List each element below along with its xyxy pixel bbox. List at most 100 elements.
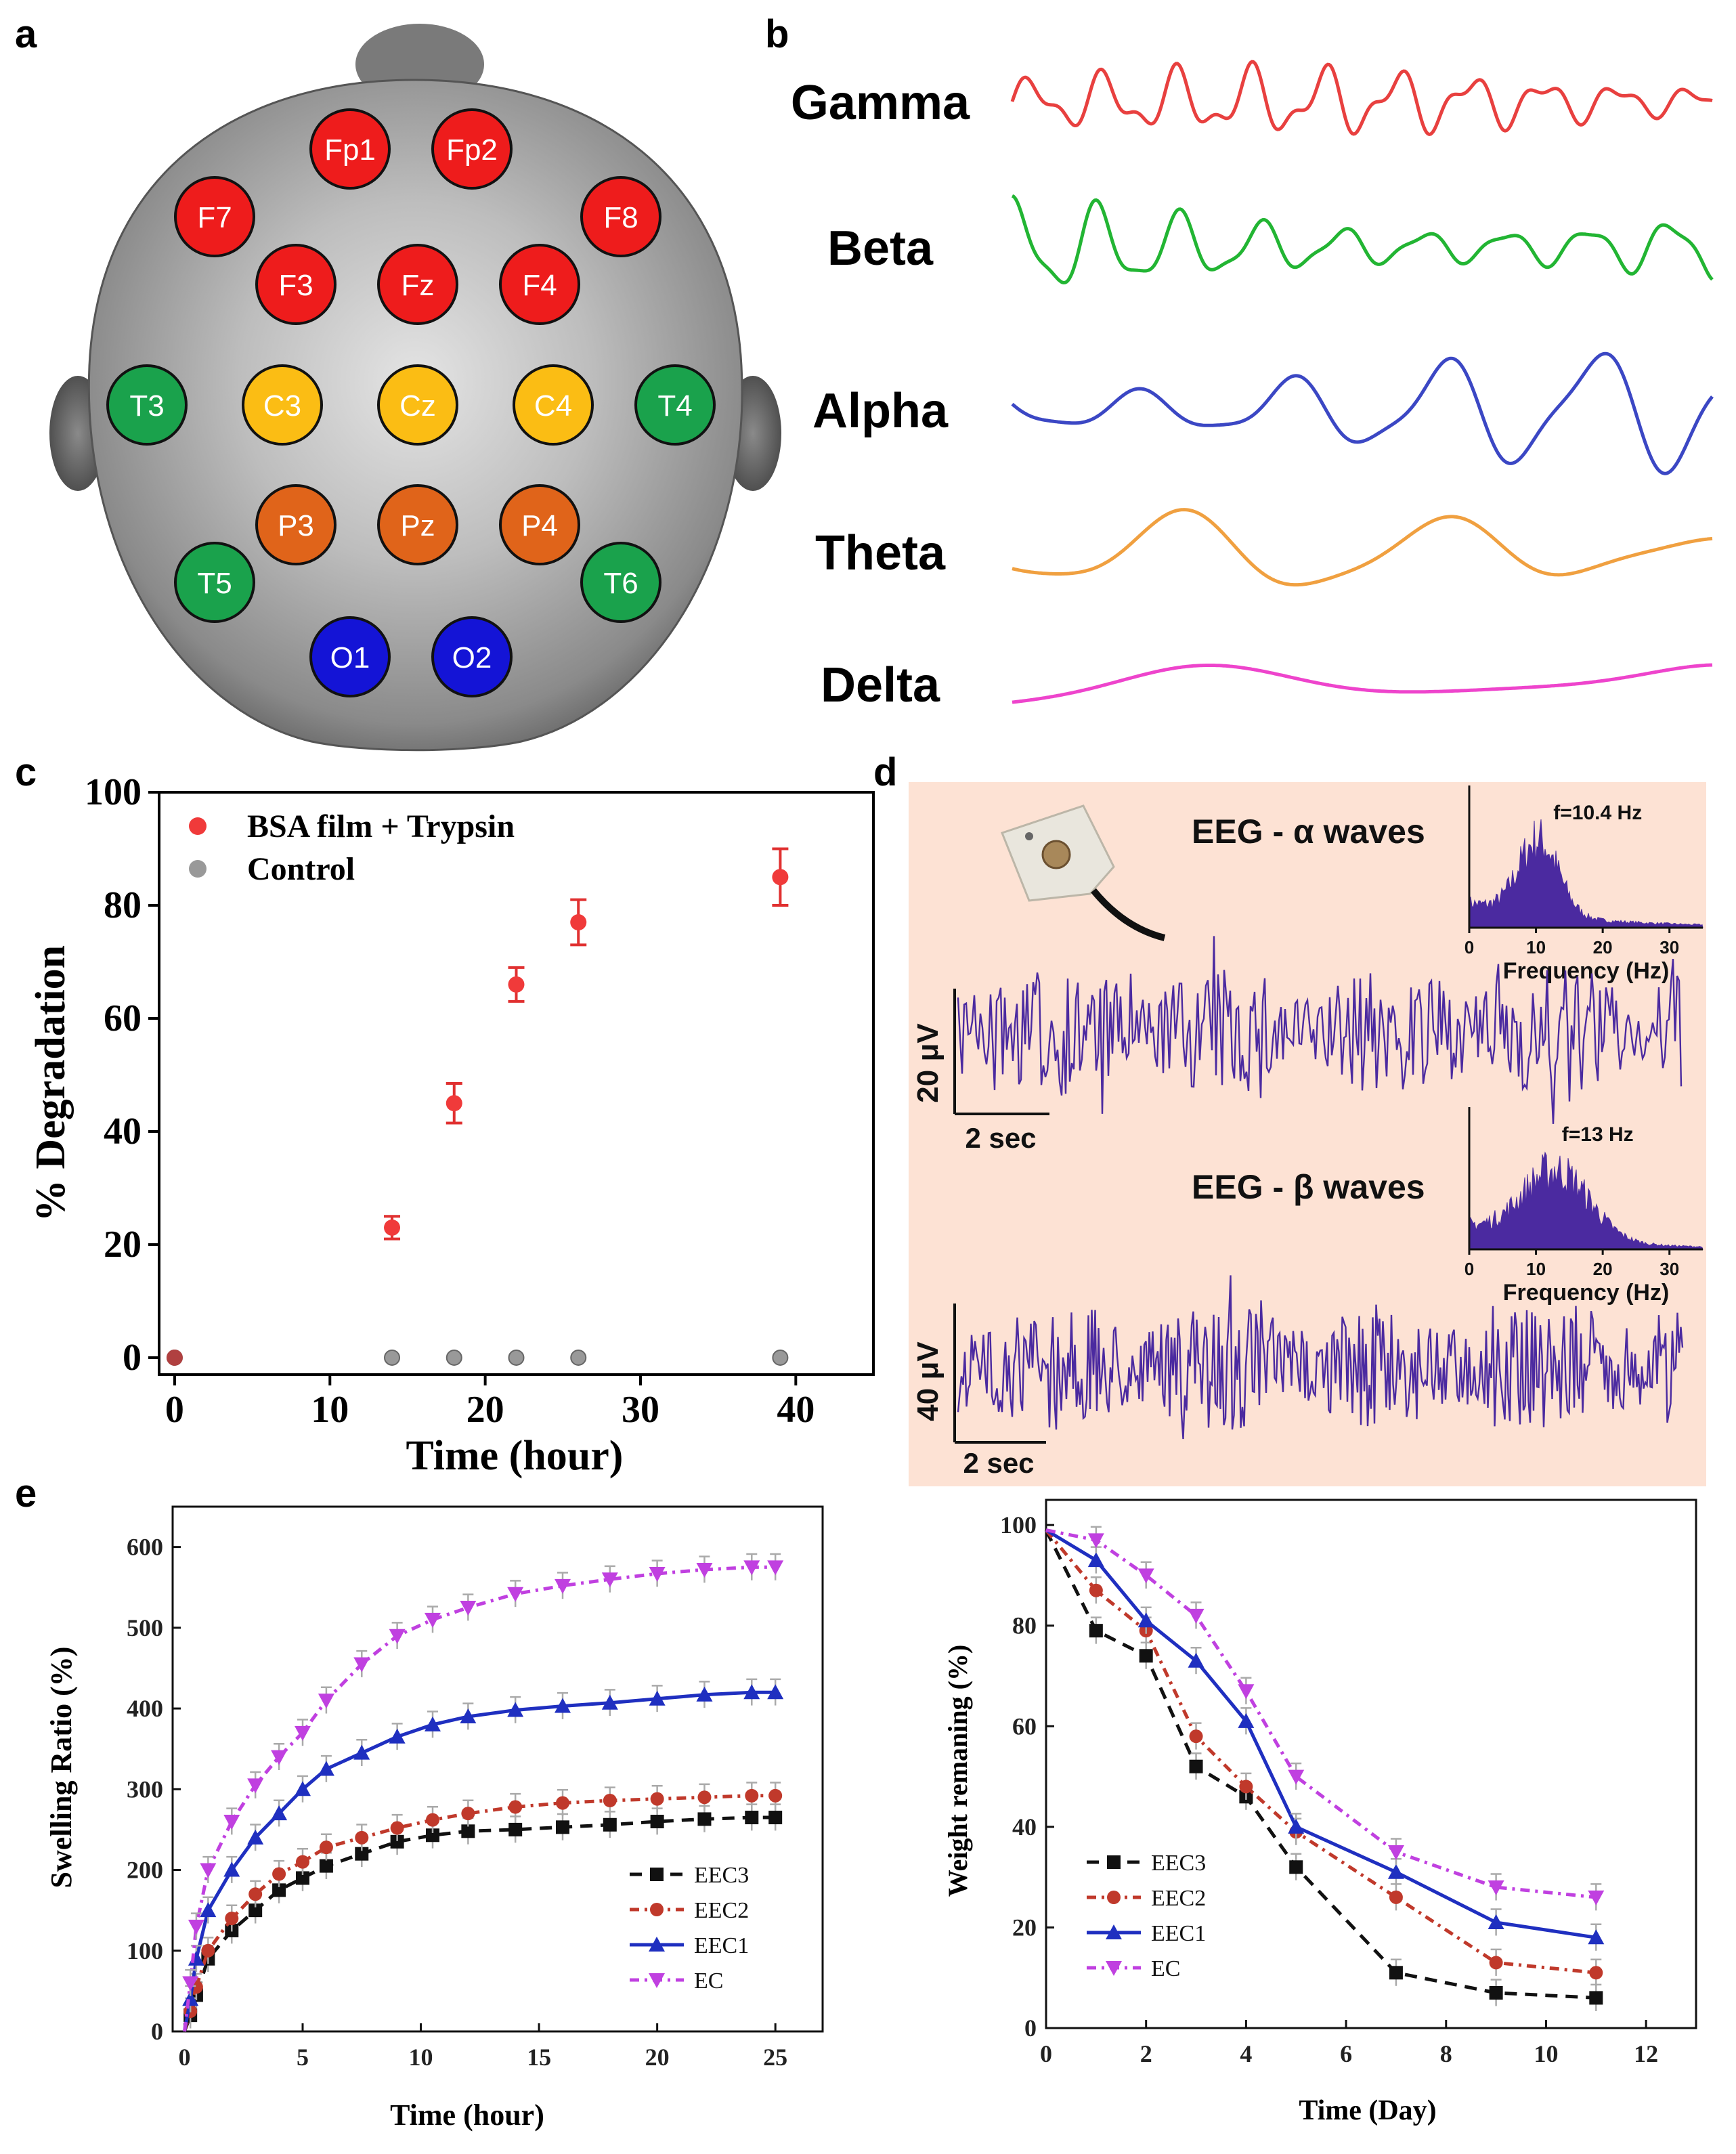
data-point <box>745 1811 759 1825</box>
data-point <box>271 1750 288 1765</box>
data-point <box>507 1702 524 1717</box>
electrode-layer: Fp1 Fp2 F7 F8 F3 Fz F4 T3 C3 Cz C4 T4 P3 Pz P4 T5 T6 O1 O2 <box>106 108 716 697</box>
chart-c: 0 20 40 60 80 100 0 10 20 30 40 <box>85 771 815 1431</box>
inset-tick-label: 10 <box>1526 1259 1546 1279</box>
wave-layer: Gamma Beta Alpha Theta Delta <box>791 60 1714 712</box>
x-tick-label: 40 <box>777 1389 815 1431</box>
data-point <box>1137 1568 1154 1584</box>
series-eec1 <box>1045 1528 1605 1951</box>
y-tick-label: 100 <box>1000 1511 1037 1538</box>
electrode-label: T5 <box>197 567 232 600</box>
y-tick-label: 300 <box>127 1775 163 1803</box>
inset-tick-label: 0 <box>1464 1259 1474 1279</box>
y-tick-label: 400 <box>127 1695 163 1722</box>
data-point <box>271 1805 288 1821</box>
legend-label: EEC2 <box>694 1898 749 1923</box>
legend-label: EC <box>694 1968 723 1994</box>
y-tick-label: 0 <box>1024 2015 1037 2042</box>
electrode-f7: F7 <box>174 176 255 257</box>
wave-trace <box>1011 194 1714 285</box>
electrode-label: O1 <box>330 641 370 674</box>
x-axis-label-c: Time (hour) <box>406 1433 624 1479</box>
data-point <box>555 1578 571 1594</box>
beta-trace <box>957 1275 1684 1440</box>
electrode-label: F8 <box>603 201 638 234</box>
data-point <box>248 1887 263 1901</box>
electrode-fp2: Fp2 <box>431 108 513 190</box>
x-tick-label: 20 <box>466 1389 504 1431</box>
data-point <box>272 1883 286 1897</box>
y-tick-label: 20 <box>1012 1914 1037 1941</box>
data-point <box>1389 1966 1403 1980</box>
electrode-disc <box>174 542 255 623</box>
x-tick-label: 30 <box>622 1389 659 1431</box>
electrode-c3: C3 <box>242 364 323 446</box>
legend-marker <box>650 1903 664 1916</box>
data-point <box>650 1815 664 1828</box>
inset-tick-label: 30 <box>1659 937 1679 957</box>
data-point <box>200 1902 217 1918</box>
beta-title: EEG - β waves <box>1192 1168 1425 1206</box>
data-point <box>768 1788 783 1803</box>
data-point <box>1137 1612 1154 1628</box>
legend-marker <box>1107 1855 1121 1869</box>
electrode-p3: P3 <box>255 484 337 565</box>
data-point <box>767 1684 784 1700</box>
wave-label: Beta <box>827 221 934 276</box>
electrode-label: F3 <box>278 269 313 302</box>
legend-label: EEC1 <box>694 1933 749 1958</box>
legend-label: EEC1 <box>1151 1921 1206 1946</box>
data-point <box>743 1684 760 1700</box>
inset-annotation: f=13 Hz <box>1562 1123 1634 1146</box>
data-point <box>603 1817 617 1832</box>
data-point <box>1389 1890 1403 1904</box>
beta-scale-x-label: 2 sec <box>963 1447 1034 1479</box>
data-point <box>1139 1649 1153 1663</box>
electrode-label: C4 <box>534 389 572 423</box>
wave-label: Alpha <box>812 384 949 438</box>
data-point <box>389 1629 406 1644</box>
data-point <box>353 1744 370 1760</box>
data-point <box>556 1796 569 1810</box>
data-point <box>223 1815 240 1830</box>
data-point <box>601 1694 618 1710</box>
electrode-t3: T3 <box>106 364 188 446</box>
alpha-trace <box>957 936 1683 1124</box>
legend-label: EEC2 <box>1151 1886 1206 1911</box>
electrode-t4: T4 <box>634 364 716 446</box>
legend-marker <box>649 1973 665 1988</box>
data-point <box>460 1601 477 1616</box>
x-tick-label: 10 <box>1534 2040 1558 2067</box>
x-tick-label: 20 <box>645 2044 670 2071</box>
control-point <box>570 1349 587 1366</box>
data-point <box>1387 1864 1404 1879</box>
data-point <box>555 1698 571 1713</box>
legend: EEC3 EEC2 EEC1 EC <box>630 1863 749 1994</box>
data-point <box>556 1820 569 1834</box>
electrode-disc <box>255 484 337 565</box>
y-tick-label: 80 <box>104 884 142 926</box>
electrode-device-image <box>1001 804 1166 941</box>
y-tick-label: 60 <box>104 997 142 1039</box>
data-point <box>318 1694 334 1709</box>
electrode-label: F4 <box>522 269 557 302</box>
control-point <box>772 1349 789 1366</box>
data-point <box>1289 1860 1303 1874</box>
data-point <box>1489 1986 1503 2000</box>
data-point <box>248 1903 263 1918</box>
legend-label: EEC3 <box>694 1863 749 1888</box>
y-tick-label: 600 <box>127 1534 163 1561</box>
bsa-point <box>772 869 789 886</box>
data-point <box>745 1788 759 1803</box>
electrode-label: P3 <box>278 509 314 542</box>
plot-area-e-left <box>171 1505 824 2033</box>
electrode-fz: Fz <box>377 244 458 325</box>
data-point <box>649 1566 666 1582</box>
x-tick-label: 5 <box>297 2044 309 2071</box>
data-point <box>1589 1991 1603 2005</box>
data-point <box>353 1657 370 1673</box>
electrode-label: T6 <box>603 567 638 600</box>
electrode-fp1: Fp1 <box>309 108 391 190</box>
